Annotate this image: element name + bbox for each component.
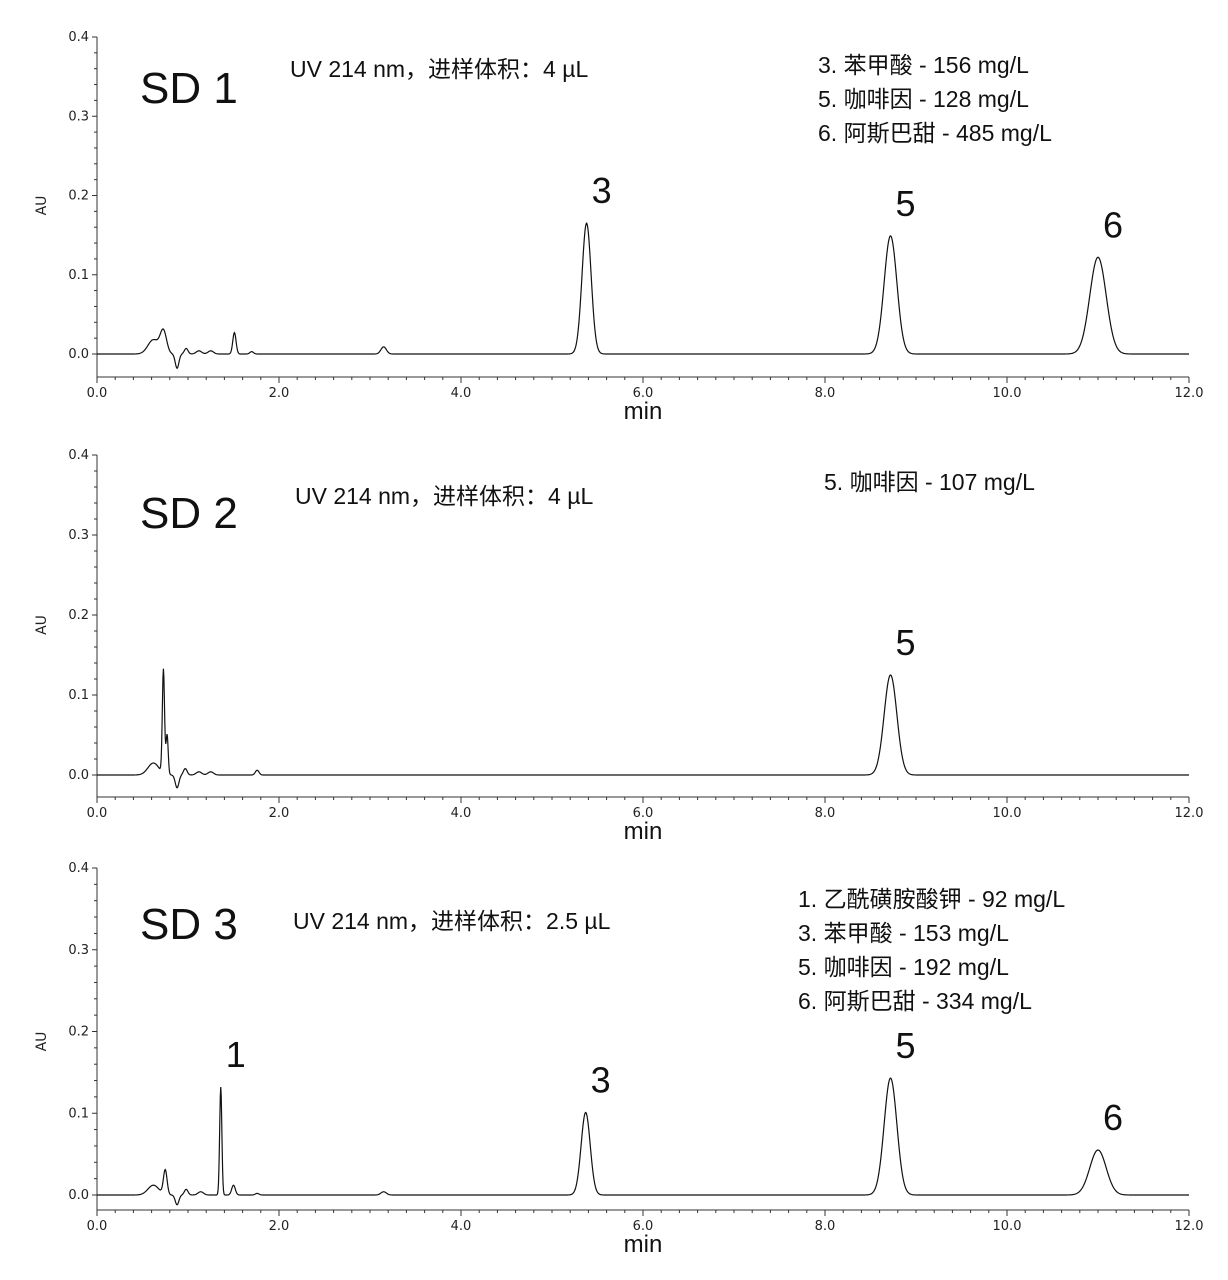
x-tick-label: 4.0 [451, 1219, 472, 1234]
y-tick-label: 0.2 [68, 608, 89, 623]
legend-entry: 1. 乙酰磺胺酸钾 - 92 mg/L [798, 886, 1066, 912]
y-tick-label: 0.3 [68, 528, 89, 543]
chromatogram-trace [97, 1077, 1189, 1206]
x-tick-label: 2.0 [269, 1219, 290, 1234]
chromatogram-plot: 0.0 0.1 0.2 0.3 0.4 0.0 2.0 4.0 6.0 8.0 10.0 12.0 mi… [34, 30, 1204, 425]
x-tick-label: 6.0 [633, 1219, 654, 1234]
y-tick-label: 0.1 [68, 268, 89, 283]
y-axis-title: AU [34, 615, 50, 635]
y-tick-label: 0.4 [68, 448, 89, 463]
x-tick-label: 12.0 [1175, 1219, 1204, 1234]
y-axis-title: AU [34, 196, 50, 216]
y-tick-label: 0.1 [68, 688, 89, 703]
y-tick-label: 0.0 [68, 768, 89, 783]
y-tick-label: 0.3 [68, 109, 89, 124]
x-tick-label: 12.0 [1175, 806, 1204, 821]
x-tick-label: 10.0 [993, 386, 1022, 401]
peak-number-label: 6 [1103, 204, 1123, 245]
condition-text: UV 214 nm，进样体积：2.5 µL [293, 908, 611, 934]
y-tick-label: 0.4 [68, 861, 89, 876]
chromatogram-plot: 0.0 0.1 0.2 0.3 0.4 0.0 2.0 4.0 6.0 8.0 10.0 12.0 mi… [34, 448, 1204, 845]
x-tick-label: 8.0 [815, 1219, 836, 1234]
x-tick-label: 0.0 [87, 386, 108, 401]
legend: 1. 乙酰磺胺酸钾 - 92 mg/L 3. 苯甲酸 - 153 mg/L 5.… [798, 882, 1065, 1018]
peak-number-label: 5 [896, 1025, 916, 1066]
x-tick-label: 10.0 [993, 806, 1022, 821]
peak-number-label: 6 [1103, 1097, 1123, 1138]
y-tick-label: 0.0 [68, 1188, 89, 1203]
y-tick-label: 0.0 [68, 347, 89, 362]
x-tick-label: 12.0 [1175, 386, 1204, 401]
x-axis-title: min [624, 818, 663, 845]
peak-number-label: 3 [591, 1059, 611, 1100]
x-tick-label: 4.0 [451, 806, 472, 821]
y-tick-label: 0.4 [68, 30, 89, 45]
chromatogram-panel-sd3: 0.0 0.1 0.2 0.3 0.4 0.0 2.0 4.0 6.0 8.0 10.0 12.0 mi… [0, 850, 1228, 1280]
legend-entry: 6. 阿斯巴甜 - 334 mg/L [798, 988, 1032, 1014]
y-tick-label: 0.2 [68, 189, 89, 204]
legend: 5. 咖啡因 - 107 mg/L [824, 465, 1035, 499]
y-tick-label: 0.2 [68, 1025, 89, 1040]
chromatogram-trace [97, 668, 1189, 789]
legend-entry: 3. 苯甲酸 - 156 mg/L [818, 52, 1029, 78]
legend-entry: 3. 苯甲酸 - 153 mg/L [798, 920, 1009, 946]
legend-entry: 5. 咖啡因 - 128 mg/L [818, 86, 1029, 112]
x-axis-title: min [624, 1231, 663, 1258]
sample-label: SD 3 [140, 900, 238, 949]
x-axis-title: min [624, 398, 663, 425]
x-tick-label: 10.0 [993, 1219, 1022, 1234]
y-tick-label: 0.3 [68, 943, 89, 958]
sample-label: SD 1 [140, 64, 238, 113]
chromatogram-plot: 0.0 0.1 0.2 0.3 0.4 0.0 2.0 4.0 6.0 8.0 10.0 12.0 mi… [34, 861, 1204, 1258]
chromatogram-panel-sd1: 0.0 0.1 0.2 0.3 0.4 0.0 2.0 4.0 6.0 8.0 10.0 12.0 mi… [0, 0, 1228, 425]
legend-entry: 6. 阿斯巴甜 - 485 mg/L [818, 120, 1052, 146]
x-tick-label: 6.0 [633, 806, 654, 821]
legend-entry: 5. 咖啡因 - 192 mg/L [798, 954, 1009, 980]
x-tick-label: 2.0 [269, 806, 290, 821]
condition-text: UV 214 nm，进样体积：4 µL [290, 56, 589, 82]
x-tick-label: 0.0 [87, 1219, 108, 1234]
legend-entry: 5. 咖啡因 - 107 mg/L [824, 469, 1035, 495]
y-tick-label: 0.1 [68, 1106, 89, 1121]
peak-number-label: 5 [896, 183, 916, 224]
x-tick-label: 8.0 [815, 386, 836, 401]
peak-number-label: 3 [592, 170, 612, 211]
x-tick-label: 4.0 [451, 386, 472, 401]
x-tick-label: 8.0 [815, 806, 836, 821]
condition-text: UV 214 nm，进样体积：4 µL [295, 483, 594, 509]
sample-label: SD 2 [140, 489, 238, 538]
peak-number-label: 5 [896, 622, 916, 663]
peak-number-label: 1 [226, 1034, 246, 1075]
x-tick-label: 6.0 [633, 386, 654, 401]
chromatogram-panel-sd2: 0.0 0.1 0.2 0.3 0.4 0.0 2.0 4.0 6.0 8.0 10.0 12.0 mi… [0, 425, 1228, 850]
x-tick-label: 0.0 [87, 806, 108, 821]
legend: 3. 苯甲酸 - 156 mg/L 5. 咖啡因 - 128 mg/L 6. 阿… [818, 48, 1052, 150]
x-tick-label: 2.0 [269, 386, 290, 401]
chromatogram-trace [97, 222, 1189, 370]
y-axis-title: AU [34, 1032, 50, 1052]
